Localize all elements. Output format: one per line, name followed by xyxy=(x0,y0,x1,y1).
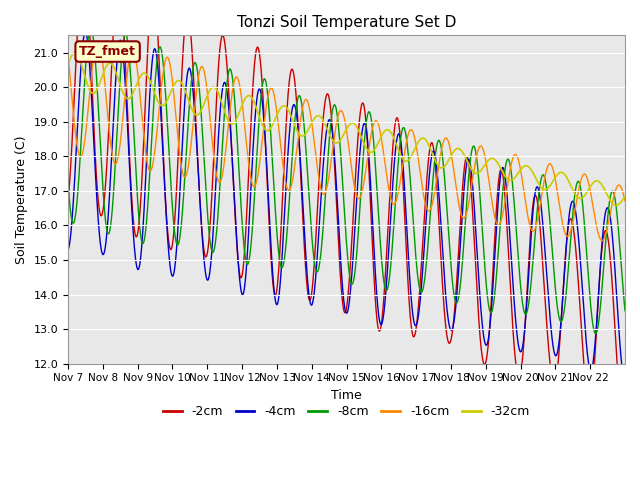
Line: -2cm: -2cm xyxy=(68,0,625,423)
-8cm xyxy=(424,236,432,242)
-8cm xyxy=(476,190,484,196)
-2cm xyxy=(500,185,508,191)
Text: TZ_fmet: TZ_fmet xyxy=(79,45,136,58)
-16cm xyxy=(476,144,484,149)
Line: -16cm: -16cm xyxy=(68,41,625,240)
-32cm xyxy=(71,50,79,56)
-4cm xyxy=(81,29,89,35)
-16cm xyxy=(94,38,102,44)
-16cm xyxy=(424,208,432,214)
-8cm xyxy=(592,331,600,336)
-4cm xyxy=(64,247,72,252)
Line: -8cm: -8cm xyxy=(68,28,625,334)
-16cm xyxy=(64,54,72,60)
-8cm xyxy=(64,180,72,185)
Line: -4cm: -4cm xyxy=(68,32,625,380)
-4cm xyxy=(621,377,628,383)
-2cm xyxy=(160,170,168,176)
-16cm xyxy=(500,203,508,209)
-4cm xyxy=(476,291,484,297)
Y-axis label: Soil Temperature (C): Soil Temperature (C) xyxy=(15,135,28,264)
-4cm xyxy=(424,184,432,190)
-32cm xyxy=(492,158,500,164)
-2cm xyxy=(436,230,444,236)
-16cm xyxy=(598,238,606,243)
-32cm xyxy=(64,61,72,67)
-4cm xyxy=(160,173,168,179)
X-axis label: Time: Time xyxy=(331,389,362,402)
-8cm xyxy=(492,278,500,284)
Title: Tonzi Soil Temperature Set D: Tonzi Soil Temperature Set D xyxy=(237,15,456,30)
-32cm xyxy=(500,172,508,178)
-2cm xyxy=(621,415,629,421)
-4cm xyxy=(492,231,500,237)
-2cm xyxy=(424,157,432,163)
-2cm xyxy=(492,212,500,218)
-16cm xyxy=(436,157,444,163)
-32cm xyxy=(612,203,620,208)
-16cm xyxy=(621,198,629,204)
Line: -32cm: -32cm xyxy=(68,53,625,205)
Legend: -2cm, -4cm, -8cm, -16cm, -32cm: -2cm, -4cm, -8cm, -16cm, -32cm xyxy=(158,400,535,423)
-8cm xyxy=(160,70,168,76)
-8cm xyxy=(621,308,629,313)
-4cm xyxy=(500,168,508,174)
-2cm xyxy=(64,197,72,203)
-32cm xyxy=(424,142,432,147)
-2cm xyxy=(476,330,484,336)
-8cm xyxy=(87,25,95,31)
-32cm xyxy=(621,194,629,200)
-2cm xyxy=(620,420,627,426)
-8cm xyxy=(436,138,444,144)
-16cm xyxy=(160,64,168,70)
-32cm xyxy=(160,102,168,108)
-32cm xyxy=(436,164,444,170)
-4cm xyxy=(621,377,629,383)
-4cm xyxy=(436,201,444,206)
-32cm xyxy=(476,169,484,175)
-16cm xyxy=(492,219,500,225)
-8cm xyxy=(500,173,508,179)
